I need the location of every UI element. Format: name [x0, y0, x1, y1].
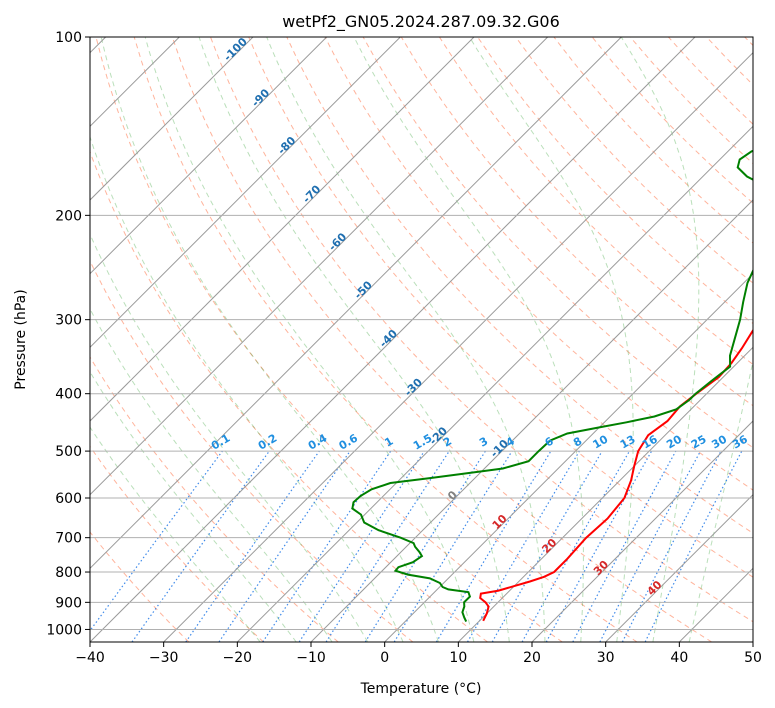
isotherm	[531, 420, 753, 642]
x-tick-label: 20	[523, 650, 541, 666]
y-tick-label: 700	[55, 531, 82, 547]
x-tick-label: 0	[380, 650, 389, 666]
y-tick-label: 500	[55, 444, 82, 460]
isotherm	[605, 493, 753, 642]
isotherm	[90, 37, 549, 496]
dry-adiabat	[95, 37, 563, 642]
moist-adiabat	[100, 37, 439, 642]
dewpoint-line	[351, 149, 753, 623]
x-tick-label: 30	[597, 650, 615, 666]
isotherm	[90, 37, 328, 275]
moist-adiabat	[90, 426, 261, 642]
dry-adiabat	[248, 37, 753, 578]
mixing-ratio-line	[218, 450, 351, 642]
isotherm	[457, 346, 753, 642]
dry-adiabat	[90, 150, 488, 642]
x-tick-label: −10	[296, 650, 326, 666]
isotherm	[752, 641, 753, 642]
mixing-ratio-line	[644, 450, 743, 642]
y-tick-label: 400	[55, 387, 82, 403]
dry-adiabat	[171, 37, 712, 642]
dry-adiabat	[210, 37, 753, 623]
moist-adiabat	[266, 37, 546, 642]
x-tick-label: −40	[75, 650, 105, 666]
y-tick-label: 900	[55, 595, 82, 611]
y-tick-label: 200	[55, 208, 82, 224]
y-tick-label: 300	[55, 313, 82, 329]
isotherm	[90, 37, 475, 422]
y-tick-label: 100	[55, 30, 82, 46]
moist-adiabat	[620, 37, 700, 642]
moist-adiabat	[353, 37, 584, 642]
mixing-ratio-line	[185, 450, 320, 642]
y-tick-label: 800	[55, 565, 82, 581]
mixing-ratio-line	[90, 450, 223, 632]
moist-adiabat	[90, 232, 369, 642]
mixing-ratio-line	[131, 450, 270, 642]
x-tick-label: 40	[670, 650, 688, 666]
y-tick-label: 1000	[46, 622, 82, 638]
plot-frame	[89, 36, 754, 643]
x-axis-label: Temperature (°C)	[360, 681, 482, 697]
dry-adiabat	[90, 356, 339, 642]
x-tick-label: −20	[223, 650, 253, 666]
dry-adiabat	[90, 445, 264, 642]
dry-adiabat	[133, 37, 638, 642]
mixing-ratio-line	[325, 450, 450, 642]
dry-adiabat	[438, 37, 753, 366]
mixing-ratio-line	[521, 450, 631, 642]
isotherm	[384, 272, 753, 642]
isotherm	[90, 37, 622, 570]
moist-adiabat	[90, 135, 404, 642]
mixing-ratio-line	[572, 450, 677, 642]
isotherm	[236, 125, 753, 642]
isotherm	[90, 37, 254, 201]
x-tick-label: −30	[149, 650, 179, 666]
moist-adiabat	[144, 37, 475, 642]
isotherm	[90, 37, 696, 642]
moist-adiabat	[90, 370, 297, 642]
dry-adiabat	[400, 37, 753, 407]
dry-adiabat	[515, 37, 753, 284]
x-tick-label: 50	[744, 650, 762, 666]
temperature-line	[479, 328, 753, 622]
mixing-ratio-line	[545, 450, 653, 642]
chart-title: wetPf2_GN05.2024.287.09.32.G06	[282, 12, 560, 32]
x-tick-label: 10	[449, 650, 467, 666]
plot-background	[90, 37, 753, 642]
isotherm	[310, 199, 753, 642]
mixing-ratio-line	[298, 450, 425, 642]
isotherm	[163, 51, 753, 642]
mixing-ratio-line	[393, 450, 513, 642]
isotherm	[90, 37, 401, 349]
y-axis-label: Pressure (hPa)	[13, 289, 29, 389]
y-tick-label: 600	[55, 491, 82, 507]
dry-adiabat	[90, 531, 190, 642]
